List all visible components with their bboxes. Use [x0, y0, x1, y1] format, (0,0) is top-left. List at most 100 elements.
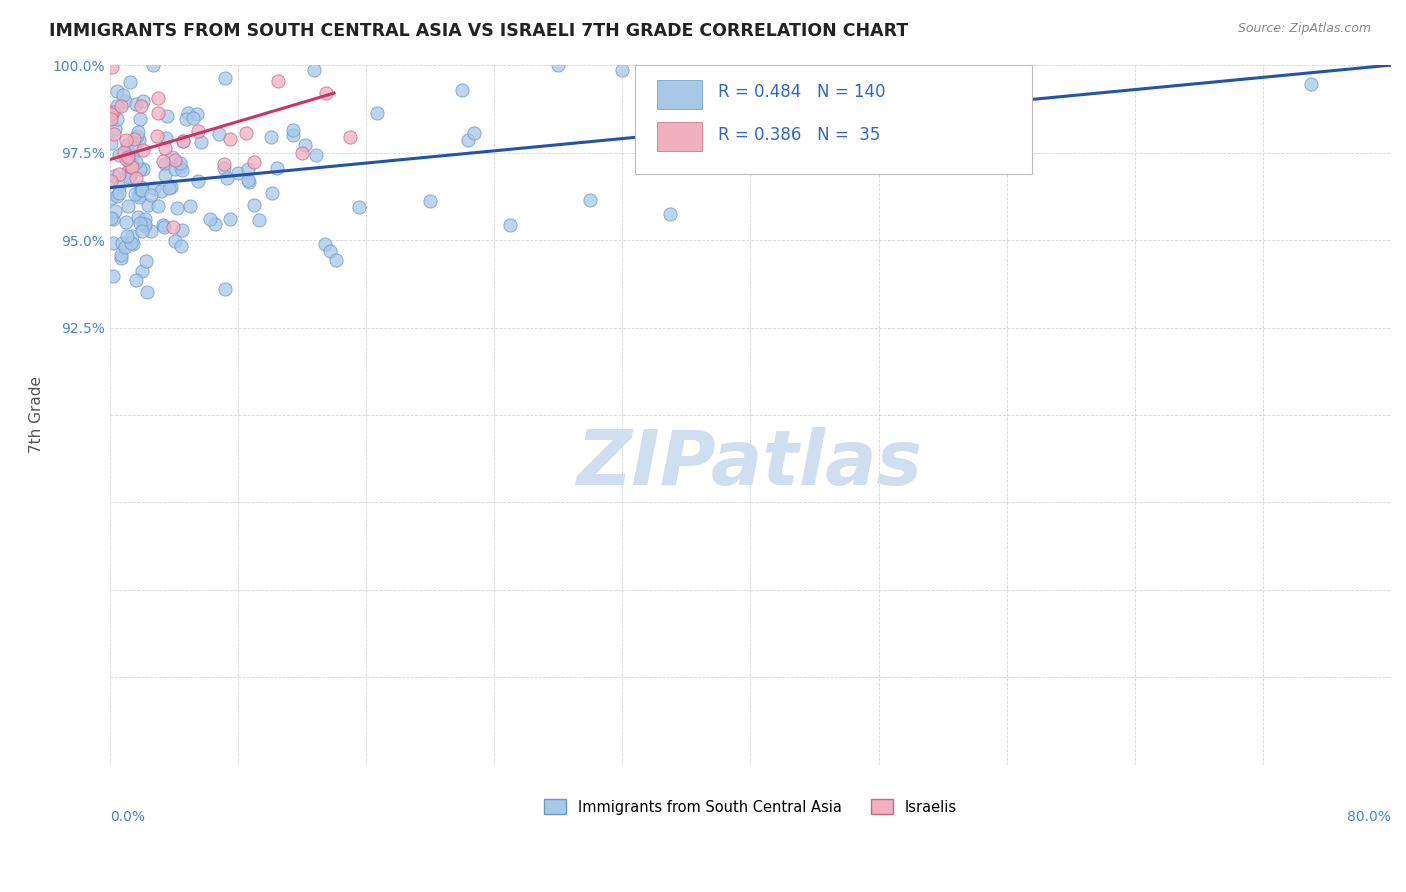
Point	[115, 215, 138, 229]
Text: IMMIGRANTS FROM SOUTH CENTRAL ASIA VS ISRAELI 7TH GRADE CORRELATION CHART: IMMIGRANTS FROM SOUTH CENTRAL ASIA VS IS…	[49, 22, 908, 40]
Point	[108, 179, 131, 194]
Point	[103, 169, 125, 184]
Point	[117, 150, 139, 164]
Point	[659, 207, 682, 221]
Point	[187, 124, 209, 138]
Point	[319, 244, 342, 258]
Point	[283, 128, 305, 142]
Point	[104, 204, 127, 219]
Point	[135, 254, 157, 268]
Point	[111, 88, 134, 103]
Point	[186, 107, 208, 121]
Point	[172, 135, 194, 149]
Bar	[657, 122, 702, 151]
Point	[160, 179, 183, 194]
Point	[142, 58, 165, 72]
FancyBboxPatch shape	[636, 65, 1032, 174]
Point	[579, 194, 602, 208]
Point	[127, 210, 149, 224]
Point	[103, 268, 125, 283]
Point	[179, 199, 201, 213]
Point	[114, 240, 136, 254]
Point	[900, 58, 922, 72]
Point	[124, 186, 146, 201]
Point	[419, 194, 441, 209]
Point	[120, 169, 142, 184]
Point	[163, 153, 186, 167]
Point	[115, 229, 138, 244]
Point	[314, 237, 336, 252]
Bar	[657, 79, 702, 109]
Y-axis label: 7th Grade: 7th Grade	[30, 376, 44, 453]
Point	[129, 180, 152, 194]
Point	[291, 145, 314, 160]
Point	[218, 212, 240, 227]
Point	[132, 143, 155, 157]
Point	[219, 131, 242, 145]
Point	[1299, 77, 1322, 91]
Point	[117, 153, 139, 167]
Point	[100, 112, 122, 127]
Point	[170, 162, 193, 177]
Point	[162, 220, 184, 235]
Point	[204, 217, 226, 231]
Point	[339, 130, 361, 145]
Point	[1011, 58, 1033, 72]
Point	[143, 181, 166, 195]
Point	[820, 58, 842, 72]
Point	[169, 155, 191, 169]
Point	[105, 84, 128, 98]
Point	[105, 112, 128, 127]
Point	[107, 147, 129, 161]
Point	[267, 74, 290, 88]
Point	[136, 285, 159, 300]
Point	[153, 168, 176, 182]
Point	[153, 141, 176, 155]
Point	[187, 174, 209, 188]
Point	[100, 106, 122, 120]
Point	[125, 273, 148, 287]
Point	[145, 129, 167, 144]
Point	[740, 58, 762, 72]
Point	[166, 201, 188, 215]
Point	[117, 164, 139, 178]
Point	[114, 94, 136, 108]
Point	[190, 135, 212, 149]
Point	[118, 170, 141, 185]
Point	[131, 264, 153, 278]
Point	[457, 133, 479, 147]
Point	[111, 235, 134, 250]
Point	[499, 218, 522, 232]
Point	[214, 70, 236, 85]
Point	[128, 188, 150, 202]
Point	[281, 122, 304, 136]
Point	[117, 145, 139, 160]
Point	[152, 218, 174, 232]
Point	[176, 112, 198, 126]
Point	[238, 175, 260, 189]
Point	[170, 239, 193, 253]
Point	[612, 62, 634, 77]
Point	[129, 183, 152, 197]
Point	[236, 172, 259, 186]
Point	[131, 183, 153, 197]
Point	[120, 75, 142, 89]
Point	[228, 166, 250, 180]
Point	[153, 219, 176, 234]
Point	[134, 217, 156, 231]
Point	[243, 198, 266, 212]
Point	[129, 161, 152, 176]
Point	[366, 106, 388, 120]
Point	[128, 190, 150, 204]
Point	[181, 111, 204, 125]
Point	[155, 130, 177, 145]
Legend: Immigrants from South Central Asia, Israelis: Immigrants from South Central Asia, Isra…	[538, 794, 962, 821]
Text: R = 0.386   N =  35: R = 0.386 N = 35	[718, 126, 880, 145]
Point	[112, 145, 135, 160]
Point	[103, 121, 125, 136]
Point	[101, 104, 124, 119]
Point	[136, 198, 159, 212]
Point	[128, 133, 150, 147]
Point	[177, 106, 200, 120]
Point	[129, 99, 152, 113]
